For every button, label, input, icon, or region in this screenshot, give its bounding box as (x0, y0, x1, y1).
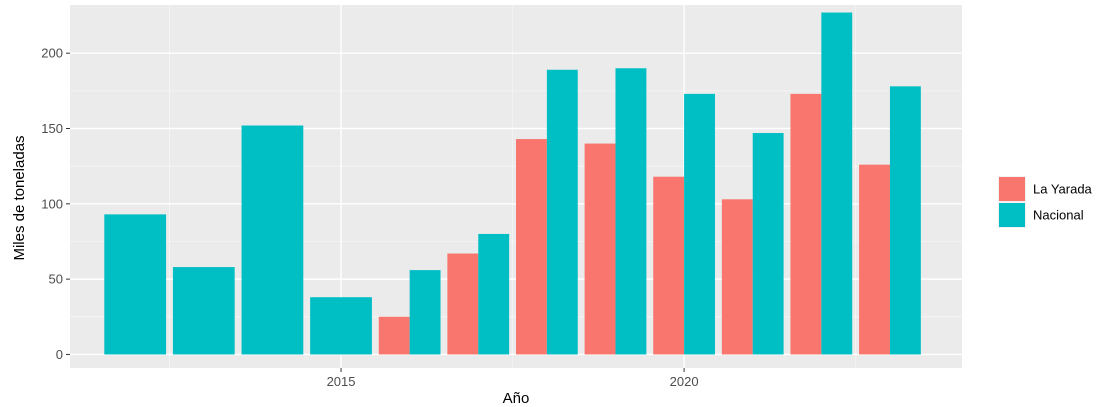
axes: 0 50 100 150 200 2015 2020 (41, 46, 698, 389)
bar-la-yarada (516, 139, 547, 355)
bar-nacional (172, 267, 235, 355)
y-tick-label: 50 (49, 272, 63, 287)
bar-nacional (478, 233, 510, 355)
legend-label: Nacional (1033, 208, 1084, 223)
y-tick-label: 150 (41, 121, 63, 136)
legend-swatch (999, 203, 1025, 227)
y-axis-title: Miles de toneladas (11, 135, 28, 260)
legend-label: La Yarada (1033, 182, 1093, 197)
bar-nacional (684, 93, 715, 355)
y-tick-label: 100 (41, 196, 63, 211)
bar-nacional (752, 133, 784, 355)
bar-la-yarada (790, 93, 822, 355)
bars (104, 12, 921, 355)
y-tick-label: 0 (56, 347, 63, 362)
x-tick-label: 2020 (670, 374, 699, 389)
bar-nacional (889, 86, 921, 355)
bar-nacional (615, 68, 647, 355)
x-axis-title: Año (503, 390, 530, 407)
bar-nacional (546, 69, 578, 355)
legend: La Yarada Nacional (998, 176, 1093, 228)
bar-nacional (409, 270, 441, 355)
x-tick-label: 2015 (327, 374, 356, 389)
bar-nacional (310, 297, 372, 355)
bar-la-yarada (447, 253, 479, 355)
bar-la-yarada (378, 316, 410, 355)
bar-nacional (104, 214, 167, 355)
bar-nacional (241, 125, 304, 355)
bar-nacional (821, 12, 853, 355)
y-tick-label: 200 (41, 46, 63, 61)
bar-la-yarada (653, 176, 685, 355)
bar-la-yarada (721, 199, 753, 355)
bar-la-yarada (584, 143, 616, 355)
legend-swatch (999, 177, 1025, 201)
bar-la-yarada (859, 164, 890, 355)
